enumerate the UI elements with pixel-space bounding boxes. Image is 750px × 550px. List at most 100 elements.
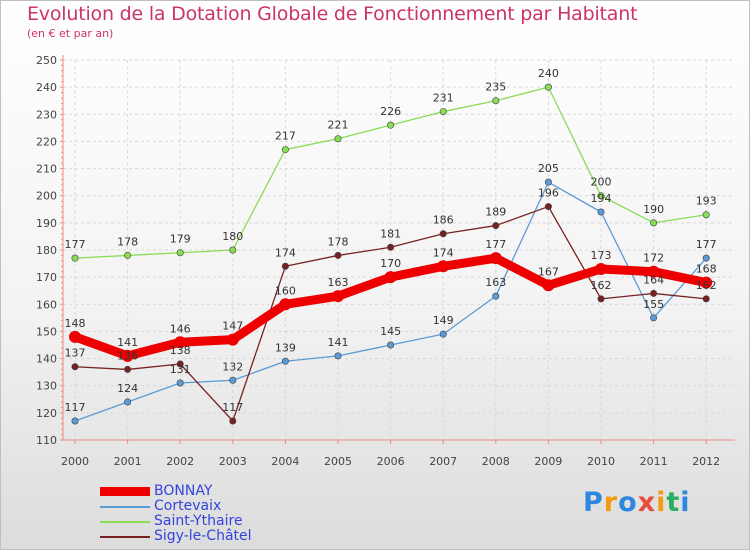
data-point	[121, 349, 134, 362]
data-label: 149	[433, 314, 454, 327]
data-point	[176, 249, 184, 257]
data-label: 124	[117, 382, 138, 395]
legend-label: Saint-Ythaire	[154, 513, 243, 529]
logo-letter: o	[618, 487, 638, 518]
data-label: 117	[222, 401, 243, 414]
data-point	[702, 295, 710, 303]
data-point	[69, 330, 81, 343]
y-tick-label: 120	[36, 407, 57, 420]
data-label: 172	[643, 252, 664, 265]
data-label: 178	[328, 235, 349, 248]
data-point	[387, 243, 395, 251]
data-point	[492, 222, 500, 230]
data-point	[281, 262, 289, 270]
legend-label: Cortevaix	[154, 498, 222, 514]
data-point	[544, 203, 552, 211]
data-point	[229, 246, 237, 254]
y-tick-label: 140	[36, 353, 57, 366]
data-label: 147	[222, 320, 243, 333]
data-point	[492, 97, 500, 105]
y-tick-label: 180	[36, 244, 57, 257]
legend-swatch	[100, 520, 150, 523]
y-tick-label: 160	[36, 298, 57, 311]
data-label: 141	[117, 336, 138, 349]
data-label: 174	[433, 246, 454, 259]
legend-label: Sigy-le-Châtel	[154, 528, 252, 544]
data-point	[332, 290, 344, 303]
data-point	[489, 252, 502, 265]
data-label: 163	[328, 276, 349, 289]
x-tick-label: 2012	[692, 455, 720, 468]
data-label: 117	[65, 401, 86, 414]
data-label: 200	[591, 176, 612, 189]
data-point	[647, 265, 660, 278]
x-tick-label: 2001	[114, 455, 142, 468]
legend-label: BONNAY	[154, 483, 213, 499]
y-tick-label: 150	[36, 325, 57, 338]
data-point	[281, 357, 289, 365]
data-label: 186	[433, 214, 454, 227]
data-point	[387, 341, 395, 349]
data-point	[439, 230, 447, 238]
data-point	[71, 363, 79, 371]
data-label: 137	[65, 347, 86, 360]
legend-item: Sigy-le-Châtel	[100, 529, 252, 544]
proxiti-logo: Proxiti	[583, 487, 691, 518]
data-point	[71, 417, 79, 425]
data-label: 163	[485, 276, 506, 289]
series-saint-ythaire	[71, 83, 710, 262]
data-point	[597, 192, 605, 200]
y-tick-label: 220	[36, 135, 57, 148]
x-tick-label: 2007	[429, 455, 457, 468]
data-point	[595, 263, 607, 275]
legend-swatch	[100, 505, 150, 508]
axes: 110 120 130 140 150 160 170 180 190 200 210 220 230 2…	[36, 54, 735, 468]
data-point	[439, 330, 447, 338]
y-tick-label: 170	[36, 271, 57, 284]
legend-item: Cortevaix	[100, 499, 252, 514]
data-label: 148	[65, 317, 86, 330]
data-label: 168	[696, 263, 717, 276]
logo-letter: i	[680, 487, 691, 518]
data-point	[124, 398, 132, 406]
x-tick-label: 2004	[271, 455, 299, 468]
x-tick-label: 2011	[640, 455, 668, 468]
data-point	[597, 208, 605, 216]
legend-swatch	[100, 487, 150, 496]
data-point	[334, 135, 342, 143]
data-label: 231	[433, 92, 454, 105]
data-point	[700, 276, 713, 289]
data-point	[439, 108, 447, 116]
y-tick-label: 130	[36, 380, 57, 393]
data-point	[702, 211, 710, 219]
legend-item: Saint-Ythaire	[100, 514, 252, 529]
data-label: 177	[696, 238, 717, 251]
data-label: 146	[170, 322, 191, 335]
logo-letter: P	[583, 487, 604, 518]
data-point	[544, 178, 552, 186]
data-point	[492, 292, 500, 300]
data-label: 196	[538, 187, 559, 200]
data-label: 193	[696, 195, 717, 208]
series-bonnay	[69, 252, 713, 362]
data-point	[229, 376, 237, 384]
data-label: 141	[328, 336, 349, 349]
logo-letter: i	[656, 487, 667, 518]
data-point	[176, 379, 184, 387]
data-label: 235	[485, 81, 506, 94]
y-tick-label: 190	[36, 217, 57, 230]
data-label: 173	[591, 249, 612, 262]
data-label: 179	[170, 233, 191, 246]
data-label: 190	[643, 203, 664, 216]
data-label: 194	[591, 192, 612, 205]
data-point	[387, 121, 395, 129]
chart-title: Evolution de la Dotation Globale de Fonc…	[27, 3, 638, 25]
logo-letter: r	[603, 487, 619, 518]
series-cortevaix	[71, 178, 710, 425]
data-label: 167	[538, 265, 559, 278]
data-point	[71, 254, 79, 262]
data-label: 170	[380, 257, 401, 270]
data-label: 162	[591, 279, 612, 292]
data-label: 145	[380, 325, 401, 338]
data-point	[124, 365, 132, 373]
